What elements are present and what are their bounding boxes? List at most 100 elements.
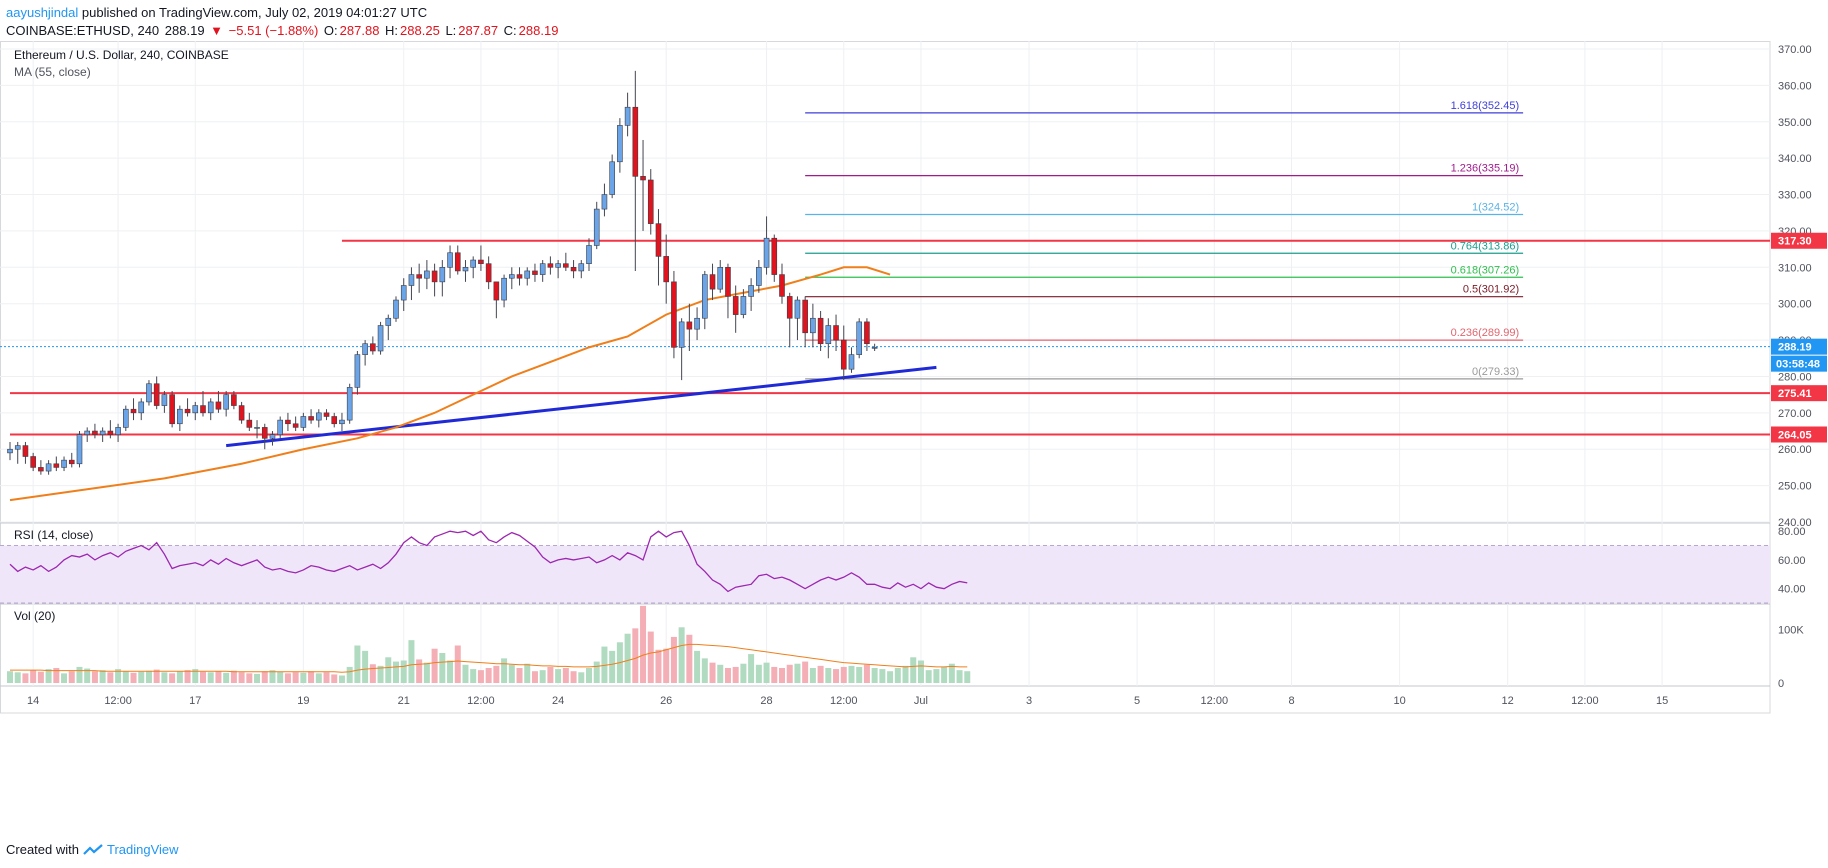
volume-bar [655,649,662,683]
volume-bar [200,671,206,683]
tradingview-link[interactable]: TradingView [106,842,179,857]
volume-bar [586,668,592,683]
open-value: 287.88 [339,23,380,38]
axes: 14 12:00 17 19 21 12:00 24 26 28 12:00 Jul 3 5 12:00 8… [27,44,1827,707]
last-price-label: 288.19 [1778,342,1812,354]
volume-bar [454,645,461,683]
x-tick-label: 12:00 [830,695,858,707]
volume-bar [956,670,963,683]
volume-bar [493,665,500,683]
candle [408,267,415,301]
ma-label: MA (55, close) [14,65,91,79]
candle [130,398,137,421]
volume-title: Vol (20) [14,609,55,623]
high-label: H: [385,23,399,38]
candle [825,318,832,359]
volume-bar [477,670,484,683]
candle-body [184,408,191,414]
volume-bar [7,671,13,683]
candle-body [493,281,500,301]
candle [840,325,847,381]
candle-body [231,394,237,406]
candle-body [99,430,106,435]
candle-body [115,427,121,435]
volume-bar [138,671,145,683]
candle-body [578,263,585,272]
volume-bar [640,605,647,683]
volume-bar [91,671,98,683]
candle [864,318,870,351]
candle [169,391,175,428]
fib-level-label: 1(324.52) [1472,201,1519,213]
candle-body [802,299,808,334]
candle-body [570,267,577,272]
level-price-label: 275.41 [1778,388,1812,400]
last-price: 288.19 [164,23,205,38]
candle-body [694,317,700,330]
candle [701,270,708,330]
fib-level-label: 1.236(335.19) [1451,163,1520,175]
candle [686,303,693,351]
volume-bar [277,671,284,683]
rsi-tick-label: 80.00 [1778,526,1806,538]
candle [462,260,469,282]
candle [269,431,276,446]
volume-bar [694,650,701,683]
candle [431,263,438,297]
candle [570,260,577,279]
volume-bar [115,669,122,683]
volume-bar [431,648,438,683]
candle-body [817,317,824,345]
x-tick-label: Jul [914,695,928,707]
volume-bar [354,645,361,683]
volume-bar [439,653,446,683]
chart-border [0,41,1771,714]
candle [547,256,554,275]
candle-body [864,321,870,345]
volume-bar [755,664,762,683]
volume-bar [748,654,755,683]
candle-body [478,259,484,264]
candle-body [292,423,299,428]
volume-bar [717,664,724,683]
candle [53,456,60,472]
candle [632,70,639,271]
volume-bar [562,668,569,683]
candle-body [485,263,492,283]
volume-tick-label: 0 [1778,678,1784,690]
volume-bar [547,666,554,683]
candle [717,260,724,293]
author-link[interactable]: aayushjindal [6,5,79,20]
fib-level-label: 0.764(313.86) [1451,240,1520,252]
candle [331,412,338,428]
volume-bar [269,670,276,683]
volume-bar [531,671,538,683]
candle [231,391,237,410]
candle [300,412,307,432]
level-price-label: 264.05 [1778,429,1812,441]
rsi-title: RSI (14, close) [14,528,93,542]
candle-body [354,354,361,388]
candle-body [709,274,716,290]
candle [647,169,654,235]
candle [22,441,29,464]
candle-body [45,463,52,472]
volume-bar [856,666,863,683]
candle-body [200,405,206,414]
volume-bar [501,658,508,683]
volume-bar [771,666,778,683]
x-tick-label: 24 [552,695,564,707]
candle [68,452,75,468]
chart-canvas[interactable]: Ethereum / U.S. Dollar, 240, COINBASE MA … [0,41,1828,841]
volume-bar [184,670,191,683]
x-tick-label: 12:00 [1201,695,1229,707]
volume-bar [238,672,245,683]
candle-body [123,408,129,428]
volume-bar [331,674,338,683]
candle-body [431,270,438,283]
symbol-label: COINBASE:ETHUSD, 240 [6,23,160,38]
volume-bar [14,672,21,683]
volume-bar [53,668,60,683]
candle [725,263,731,319]
candle-body [215,401,222,410]
